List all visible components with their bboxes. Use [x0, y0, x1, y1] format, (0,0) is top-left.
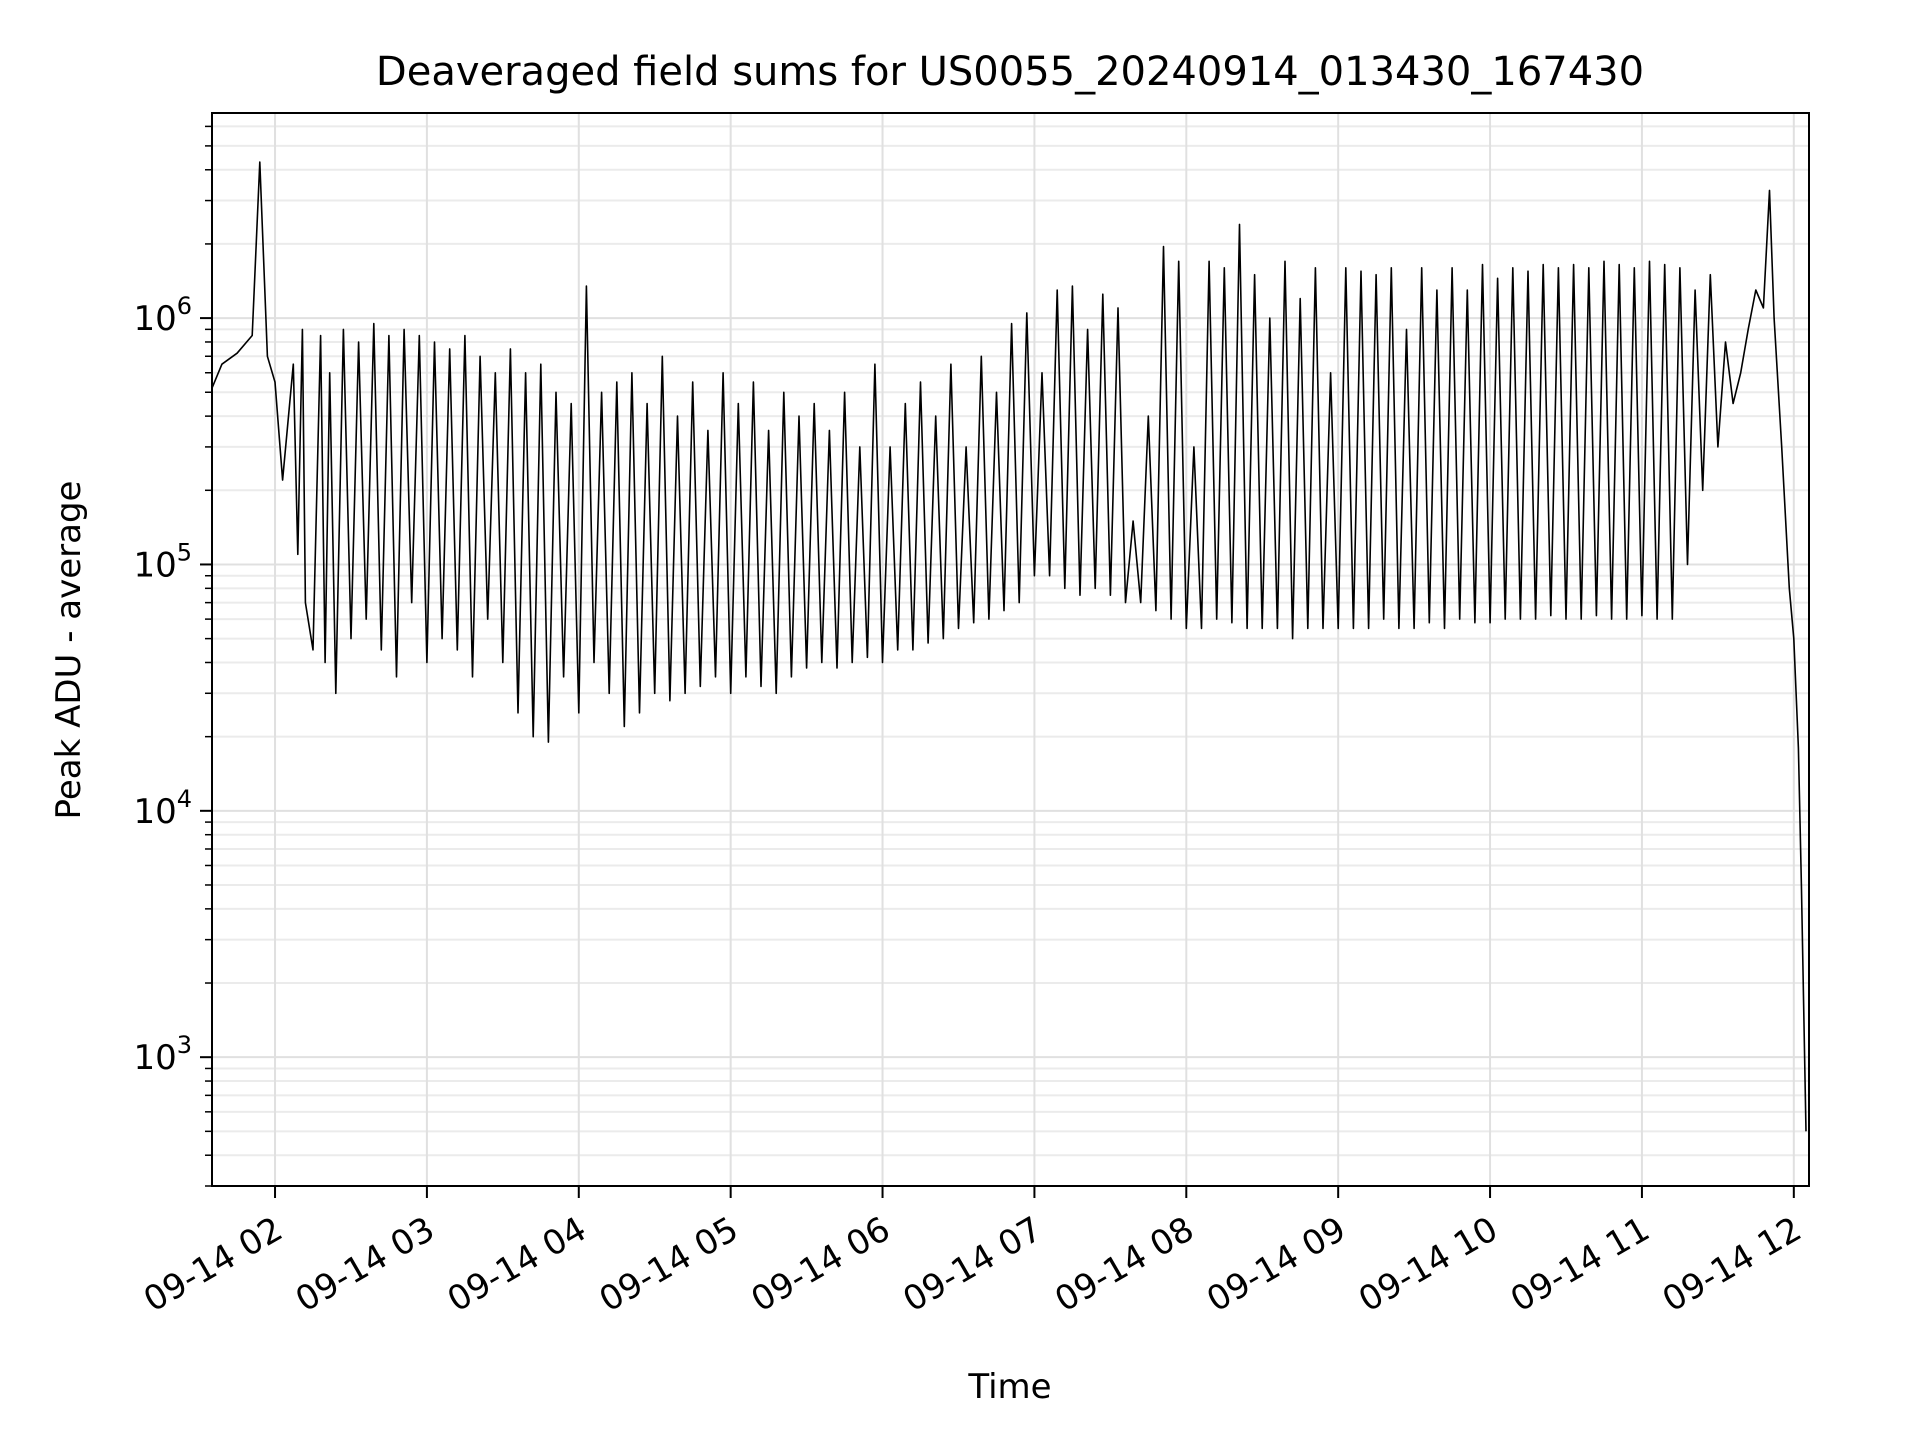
series-layer [211, 161, 1807, 1132]
y-tick-label: 103 [133, 1031, 192, 1078]
y-tick-label-base: 10 [133, 1038, 176, 1078]
y-tick-label-base: 10 [133, 299, 176, 339]
minor-gridlines [212, 125, 1809, 1187]
y-tick-label: 104 [133, 785, 192, 832]
y-tick-label-exponent: 4 [177, 785, 192, 813]
y-tick-label-base: 10 [133, 545, 176, 585]
x-axis-label: Time [967, 1367, 1051, 1407]
y-axis-label: Peak ADU - average [49, 481, 89, 820]
series-line [211, 161, 1807, 1132]
y-tick-label-exponent: 3 [177, 1031, 192, 1059]
y-tick-label-base: 10 [133, 792, 176, 832]
y-tick-label: 106 [133, 292, 192, 339]
chart-title: Deaveraged field sums for US0055_2024091… [376, 49, 1644, 95]
y-tick-label: 105 [133, 538, 192, 585]
plot-frame [211, 112, 1810, 1187]
y-tick-label-exponent: 5 [177, 538, 192, 566]
y-tick-label-exponent: 6 [177, 292, 192, 320]
